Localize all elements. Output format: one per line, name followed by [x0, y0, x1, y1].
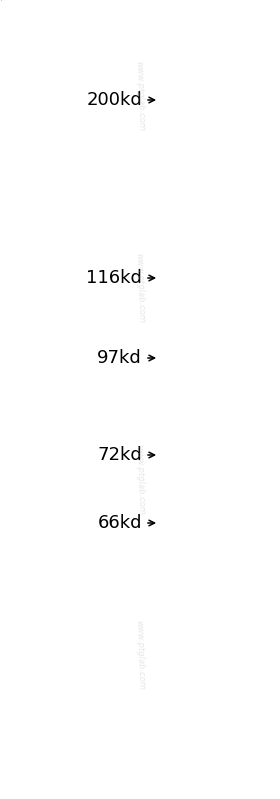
Text: 97kd: 97kd	[97, 349, 142, 367]
Text: www.ptglab.com: www.ptglab.com	[134, 252, 146, 323]
Text: 116kd: 116kd	[86, 269, 142, 287]
Text: www.ptglab.com: www.ptglab.com	[134, 61, 146, 131]
Text: www.ptglab.com: www.ptglab.com	[134, 444, 146, 515]
Text: 200kd: 200kd	[86, 91, 142, 109]
Text: 72kd: 72kd	[97, 446, 142, 464]
Text: www.ptglab.com: www.ptglab.com	[134, 620, 146, 690]
Text: 66kd: 66kd	[97, 514, 142, 532]
